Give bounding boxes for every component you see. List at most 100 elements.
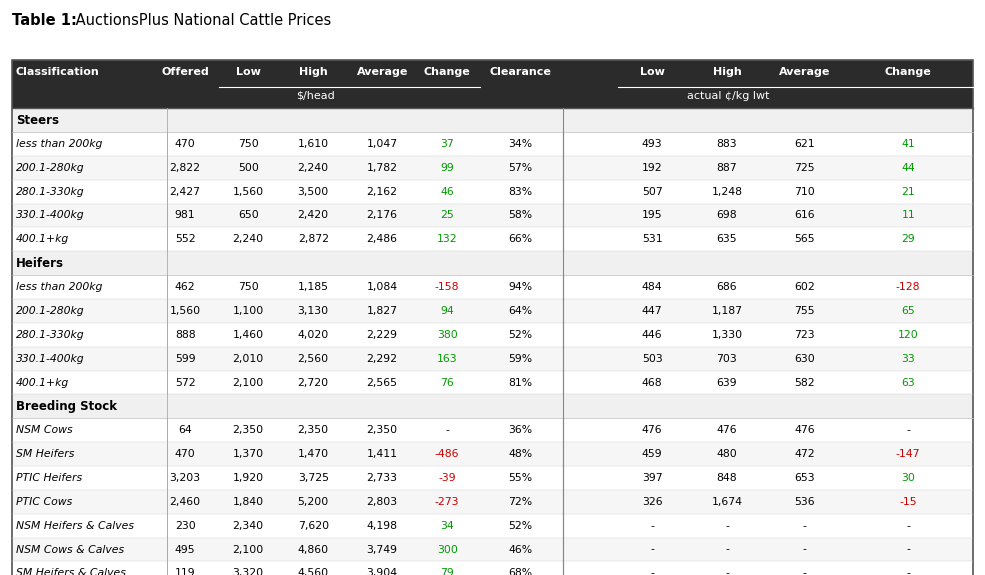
Text: 3,725: 3,725 <box>297 473 329 483</box>
Text: less than 200kg: less than 200kg <box>16 282 102 292</box>
Text: 2,565: 2,565 <box>366 378 398 388</box>
Text: 888: 888 <box>175 330 195 340</box>
Text: 1,827: 1,827 <box>366 306 398 316</box>
Text: 2,822: 2,822 <box>169 163 201 172</box>
Text: 330.1-400kg: 330.1-400kg <box>16 354 85 363</box>
Text: 462: 462 <box>175 282 195 292</box>
Text: Offered: Offered <box>162 67 209 77</box>
Text: 480: 480 <box>716 449 738 459</box>
Text: 200.1-280kg: 200.1-280kg <box>16 306 85 316</box>
Text: 36%: 36% <box>508 426 532 435</box>
Text: 1,047: 1,047 <box>366 139 398 149</box>
Text: Average: Average <box>779 67 830 77</box>
Text: 446: 446 <box>642 330 662 340</box>
Text: 400.1+kg: 400.1+kg <box>16 235 69 244</box>
Text: 621: 621 <box>795 139 815 149</box>
Text: 3,130: 3,130 <box>297 306 329 316</box>
Text: 500: 500 <box>237 163 259 172</box>
Text: 52%: 52% <box>508 521 532 531</box>
Text: 476: 476 <box>795 426 815 435</box>
Text: 531: 531 <box>642 235 662 244</box>
Text: 750: 750 <box>237 139 259 149</box>
Text: NSM Cows: NSM Cows <box>16 426 72 435</box>
Text: 200.1-280kg: 200.1-280kg <box>16 163 85 172</box>
Text: 470: 470 <box>174 139 196 149</box>
Text: 1,920: 1,920 <box>232 473 264 483</box>
Text: 2,010: 2,010 <box>232 354 264 363</box>
Text: 58%: 58% <box>508 210 532 220</box>
Text: 300: 300 <box>436 545 458 554</box>
Text: 72%: 72% <box>508 497 532 507</box>
Text: 447: 447 <box>642 306 662 316</box>
Text: 46%: 46% <box>508 545 532 554</box>
Text: SM Heifers: SM Heifers <box>16 449 74 459</box>
Text: 2,486: 2,486 <box>366 235 398 244</box>
Text: 887: 887 <box>717 163 737 172</box>
Text: 76: 76 <box>440 378 454 388</box>
Text: 1,185: 1,185 <box>297 282 329 292</box>
Text: High: High <box>712 67 742 77</box>
Text: 4,198: 4,198 <box>366 521 398 531</box>
Text: 2,229: 2,229 <box>366 330 398 340</box>
Text: 230: 230 <box>174 521 196 531</box>
Text: 2,350: 2,350 <box>366 426 398 435</box>
Text: 653: 653 <box>795 473 815 483</box>
Text: 1,411: 1,411 <box>366 449 398 459</box>
Text: 1,674: 1,674 <box>711 497 743 507</box>
Text: 1,100: 1,100 <box>232 306 264 316</box>
Text: Breeding Stock: Breeding Stock <box>16 400 117 413</box>
Text: 280.1-330kg: 280.1-330kg <box>16 330 85 340</box>
Text: Steers: Steers <box>16 113 59 126</box>
Text: 163: 163 <box>437 354 457 363</box>
Text: 755: 755 <box>795 306 815 316</box>
Text: 2,872: 2,872 <box>297 235 329 244</box>
Text: 380: 380 <box>436 330 458 340</box>
Text: -158: -158 <box>435 282 459 292</box>
Text: 30: 30 <box>901 473 915 483</box>
Text: 44: 44 <box>901 163 915 172</box>
Text: 79: 79 <box>440 569 454 575</box>
Text: 572: 572 <box>175 378 195 388</box>
Text: 468: 468 <box>642 378 662 388</box>
Text: 1,248: 1,248 <box>711 187 743 197</box>
Text: 703: 703 <box>716 354 738 363</box>
Text: PTIC Cows: PTIC Cows <box>16 497 72 507</box>
Text: 1,782: 1,782 <box>366 163 398 172</box>
Text: 552: 552 <box>175 235 195 244</box>
Text: 68%: 68% <box>508 569 532 575</box>
Text: 55%: 55% <box>508 473 532 483</box>
Text: 4,860: 4,860 <box>297 545 329 554</box>
Text: Heifers: Heifers <box>16 256 64 270</box>
Text: 698: 698 <box>717 210 737 220</box>
Text: 94%: 94% <box>508 282 532 292</box>
Text: NSM Heifers & Calves: NSM Heifers & Calves <box>16 521 134 531</box>
Text: 2,100: 2,100 <box>232 378 264 388</box>
Text: Average: Average <box>357 67 408 77</box>
Text: -: - <box>906 426 910 435</box>
Text: 493: 493 <box>642 139 662 149</box>
Text: 2,100: 2,100 <box>232 545 264 554</box>
Text: 883: 883 <box>717 139 737 149</box>
Text: 65: 65 <box>901 306 915 316</box>
Text: 192: 192 <box>642 163 662 172</box>
Text: 330.1-400kg: 330.1-400kg <box>16 210 85 220</box>
Text: 7,620: 7,620 <box>297 521 329 531</box>
Text: -: - <box>803 521 807 531</box>
Text: -273: -273 <box>435 497 459 507</box>
Text: -: - <box>906 545 910 554</box>
Text: 195: 195 <box>642 210 662 220</box>
Text: 503: 503 <box>641 354 663 363</box>
Text: 582: 582 <box>795 378 815 388</box>
Text: 472: 472 <box>795 449 815 459</box>
Text: 2,733: 2,733 <box>366 473 398 483</box>
Text: 565: 565 <box>795 235 815 244</box>
Text: -128: -128 <box>896 282 920 292</box>
Text: 495: 495 <box>175 545 195 554</box>
Text: 1,330: 1,330 <box>711 330 743 340</box>
Text: 725: 725 <box>795 163 815 172</box>
Text: -: - <box>650 569 654 575</box>
Text: -: - <box>906 569 910 575</box>
Text: 66%: 66% <box>508 235 532 244</box>
Text: 1,560: 1,560 <box>232 187 264 197</box>
Text: -: - <box>803 545 807 554</box>
